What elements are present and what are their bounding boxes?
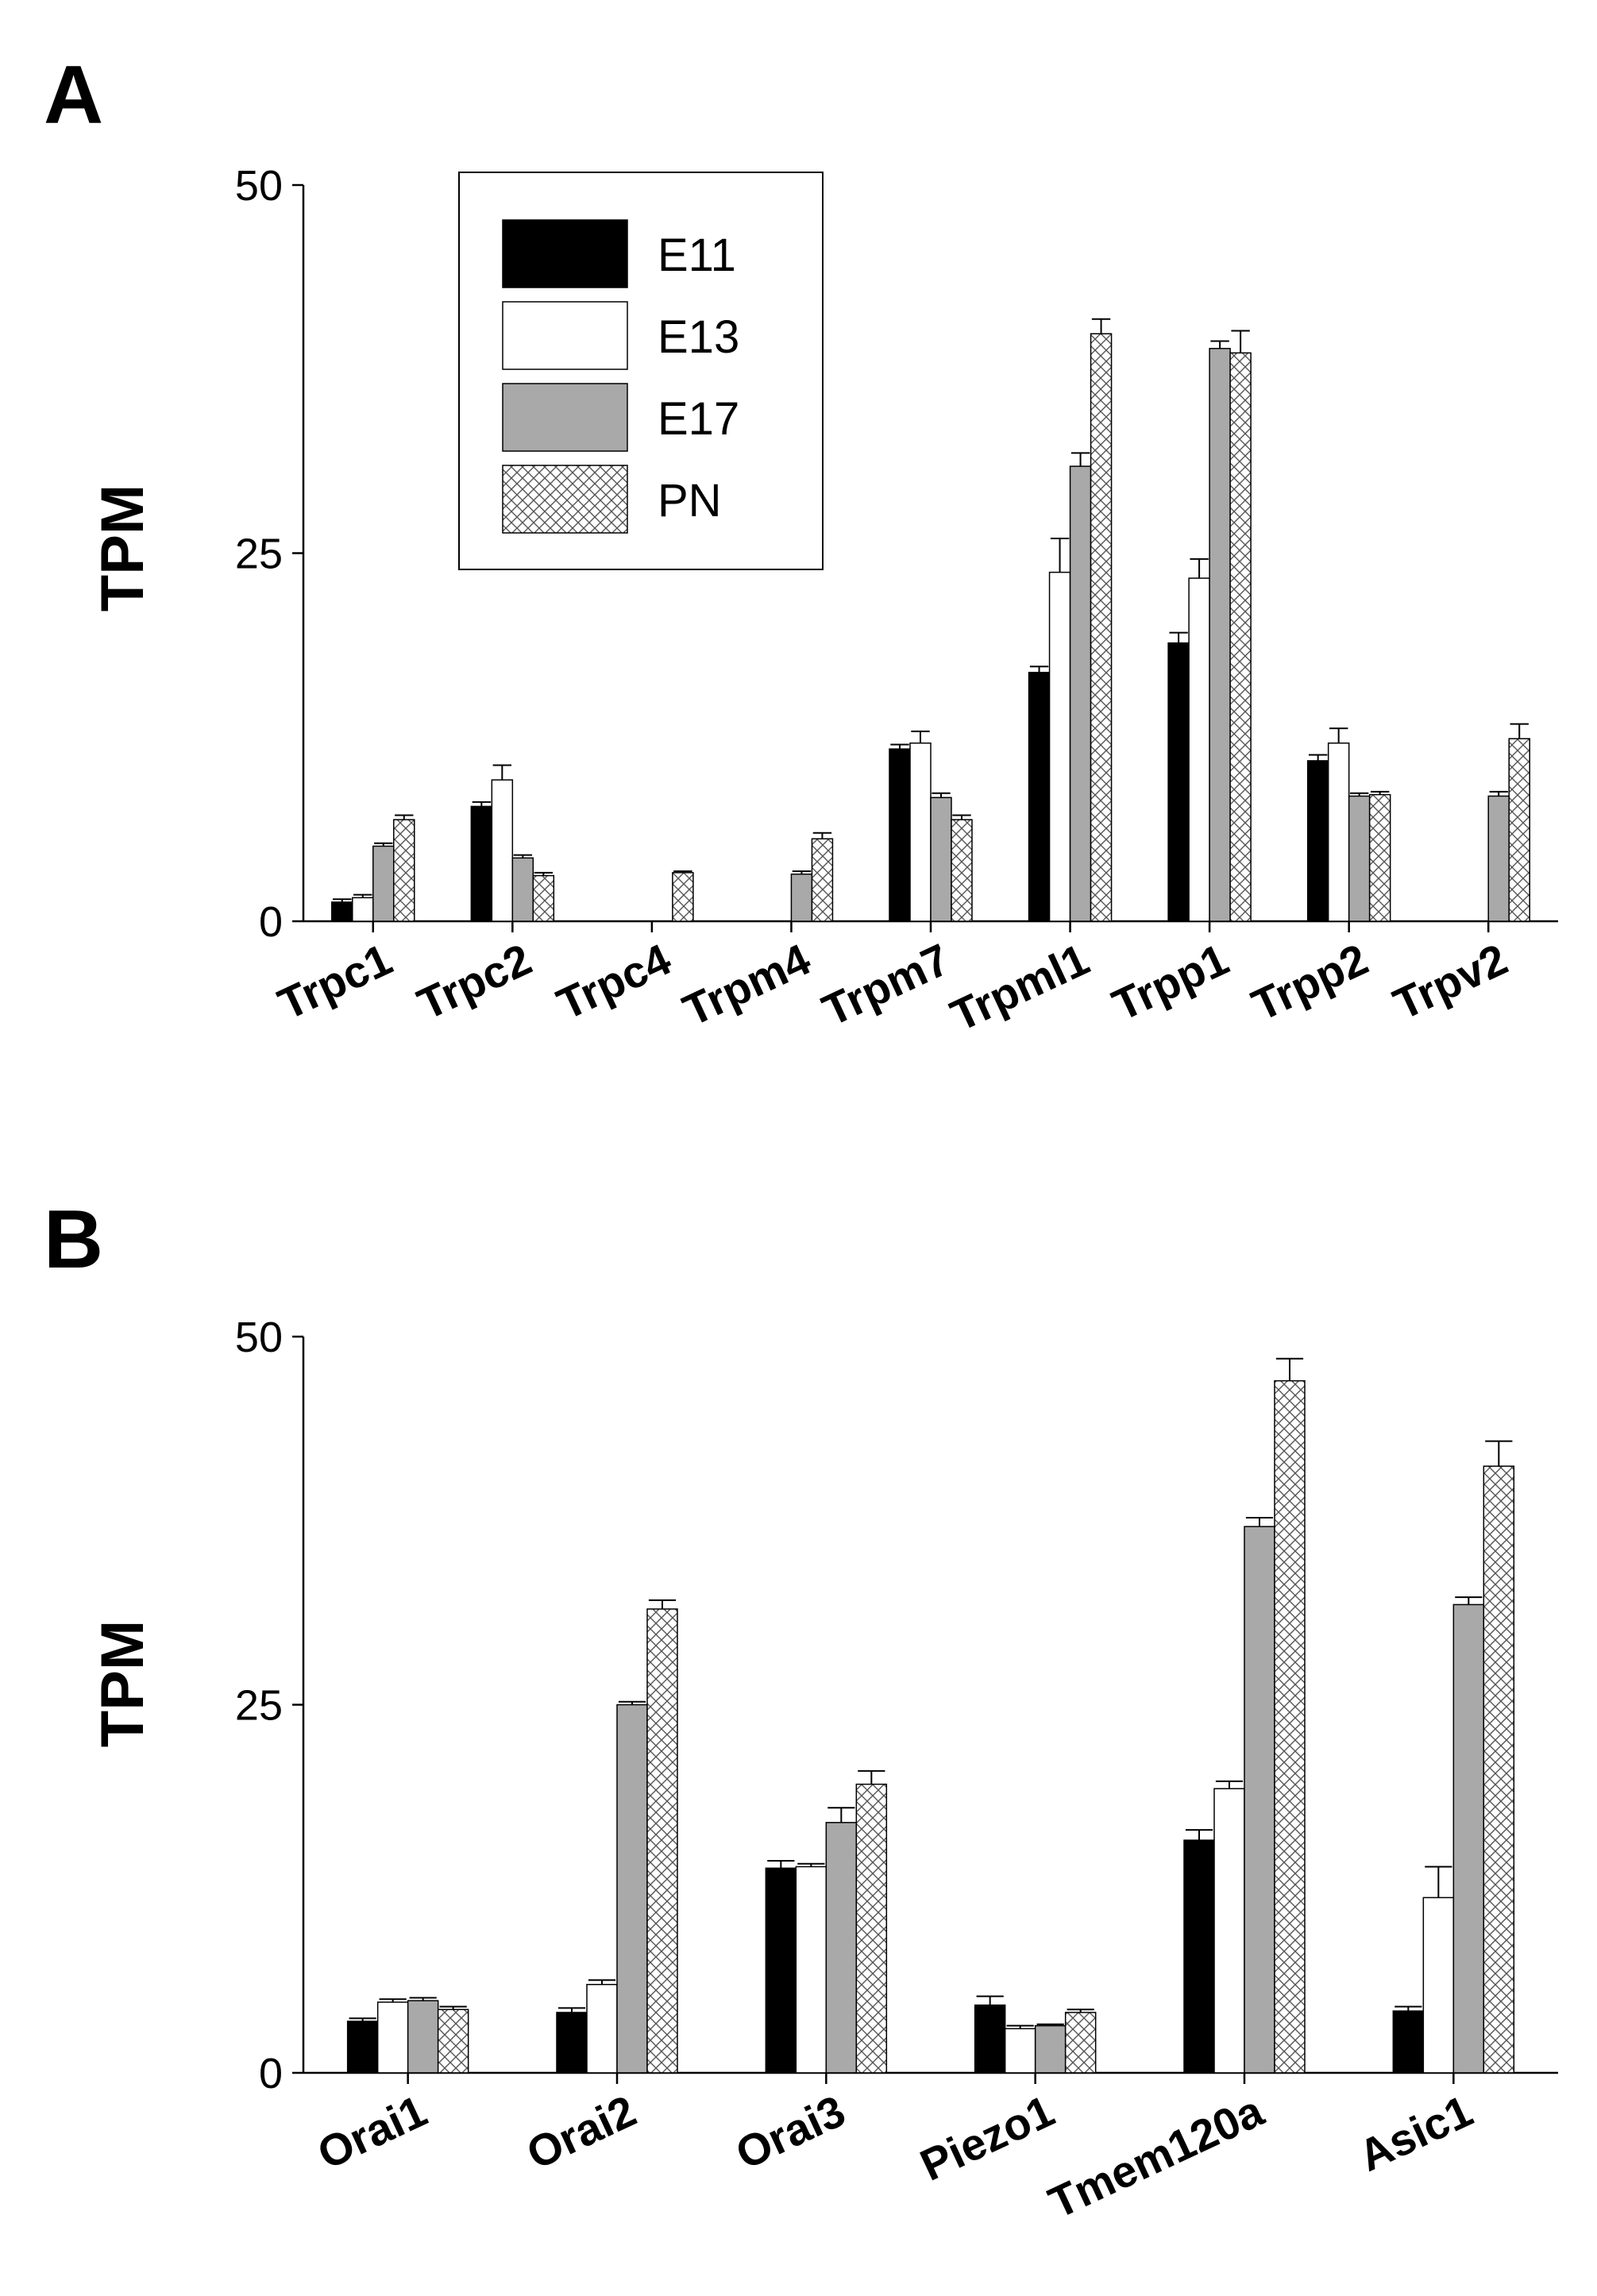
bar-piezo1-e13	[1004, 2028, 1036, 2074]
bar-tmem120a-e17	[1244, 1526, 1275, 2074]
bar-piezo1-pn	[1064, 2012, 1097, 2074]
bar-trpml1-e17	[1069, 465, 1092, 922]
legend-swatch-e17	[502, 383, 628, 452]
x-tick-label-trpc2: Trpc2	[410, 934, 538, 1029]
panel-letter-a: A	[44, 49, 103, 141]
x-tick-label-trpm4: Trpm4	[676, 934, 818, 1036]
bar-trpm7-e17	[930, 797, 952, 922]
bar-trpc2-e11	[470, 805, 493, 922]
legend-label-e11: E11	[658, 230, 736, 281]
bar-trpv2-pn	[1508, 738, 1530, 922]
bar-tmem120a-e11	[1183, 1839, 1215, 2074]
bar-trpp1-e13	[1188, 577, 1210, 922]
y-axis-label-b: TPM	[89, 1620, 156, 1747]
bar-orai1-e17	[407, 2000, 439, 2074]
legend-swatch-pn	[502, 465, 628, 534]
bar-trpp2-pn	[1368, 793, 1391, 922]
x-tick-label-orai2: Orai2	[519, 2086, 643, 2179]
bar-asic1-pn	[1483, 1465, 1515, 2074]
bar-trpp1-e17	[1209, 348, 1231, 922]
bar-asic1-e17	[1452, 1603, 1485, 2074]
bar-trpc1-e17	[372, 845, 395, 922]
bar-trpm7-e11	[889, 748, 911, 922]
bar-orai3-e17	[825, 1822, 858, 2074]
panel-letter-b: B	[44, 1194, 103, 1286]
x-tick-label-tmem120a: Tmem120a	[1041, 2085, 1271, 2228]
bar-trpp2-e11	[1306, 760, 1329, 922]
bar-trpv2-e17	[1487, 795, 1510, 922]
x-tick-label-piezo1: Piezo1	[912, 2086, 1061, 2190]
legend-swatch-e11	[502, 219, 628, 288]
x-tick-label-trpm7: Trpm7	[815, 934, 957, 1036]
y-tick-label-a-0: 0	[259, 898, 283, 946]
bar-asic1-e11	[1392, 2010, 1425, 2074]
bar-orai2-pn	[646, 1608, 678, 2074]
x-tick-label-orai1: Orai1	[310, 2086, 434, 2179]
bar-trpml1-e13	[1048, 571, 1071, 922]
bar-trpc1-e13	[352, 897, 374, 922]
bar-trpp1-pn	[1229, 352, 1252, 922]
bar-trpml1-pn	[1090, 333, 1113, 922]
x-tick-label-orai3: Orai3	[728, 2086, 852, 2179]
bar-trpml1-e11	[1028, 671, 1051, 922]
y-tick-label-b-25: 25	[235, 1682, 283, 1730]
bar-trpp2-e17	[1348, 795, 1371, 922]
bar-orai1-pn	[437, 2009, 469, 2074]
x-tick-label-trpml1: Trpml1	[943, 934, 1097, 1041]
bar-orai1-e13	[376, 2001, 409, 2074]
x-tick-label-trpp2: Trpp2	[1244, 934, 1375, 1031]
legend-label-e17: E17	[658, 393, 739, 445]
legend: E11 E13 E17 PN	[458, 172, 824, 570]
bar-trpm7-e13	[909, 742, 932, 922]
bar-tmem120a-pn	[1274, 1380, 1306, 2074]
bar-trpm4-e17	[790, 873, 813, 922]
bar-orai3-e11	[765, 1867, 797, 2074]
bar-trpc2-e17	[511, 857, 534, 922]
bar-orai3-pn	[855, 1783, 888, 2074]
bar-trpc1-pn	[393, 819, 415, 922]
x-tick-label-trpp1: Trpp1	[1105, 934, 1236, 1031]
bar-trpp1-e11	[1167, 642, 1190, 922]
bar-piezo1-e11	[974, 2004, 1006, 2074]
bar-trpc4-pn	[672, 872, 694, 922]
bar-orai1-e11	[346, 2020, 379, 2074]
panel-b: B TPM 0 25 50 Orai1 Orai2 Orai3 Piezo1Tmem120a…	[44, 1194, 1558, 2228]
y-axis-label-a: TPM	[89, 484, 156, 612]
x-tick-label-asic1: Asic1	[1351, 2086, 1479, 2181]
legend-label-e13: E13	[658, 311, 739, 363]
x-tick-label-trpc4: Trpc4	[550, 934, 678, 1029]
bar-asic1-e13	[1422, 1897, 1455, 2074]
legend-swatch-e13	[502, 301, 628, 370]
y-tick-label-b-50: 50	[235, 1314, 283, 1361]
y-tick-label-a-50: 50	[235, 162, 283, 210]
bar-trpm7-pn	[951, 819, 973, 922]
bar-orai3-e13	[795, 1866, 827, 2074]
bar-piezo1-e17	[1034, 2024, 1067, 2074]
bar-orai2-e11	[556, 2012, 588, 2074]
x-tick-label-trpv2: Trpv2	[1386, 934, 1514, 1029]
bar-trpc1-e11	[331, 901, 353, 922]
x-tick-label-trpc1: Trpc1	[271, 934, 399, 1029]
y-tick-label-a-25: 25	[235, 531, 283, 578]
panel-a: A TPM 0 25 50 Trpc1 Trpc2 Trpc4Trpm4Trpm7Trpm…	[44, 49, 1558, 1040]
y-tick-label-b-0: 0	[259, 2050, 283, 2097]
bar-trpp2-e13	[1327, 742, 1350, 922]
bar-tmem120a-e13	[1213, 1788, 1245, 2074]
bar-trpc2-pn	[532, 874, 555, 922]
bar-orai2-e17	[616, 1704, 648, 2074]
bar-trpm4-pn	[811, 838, 834, 922]
bar-trpc2-e13	[491, 779, 514, 922]
legend-label-pn: PN	[658, 475, 722, 527]
bar-orai2-e13	[586, 1984, 618, 2074]
